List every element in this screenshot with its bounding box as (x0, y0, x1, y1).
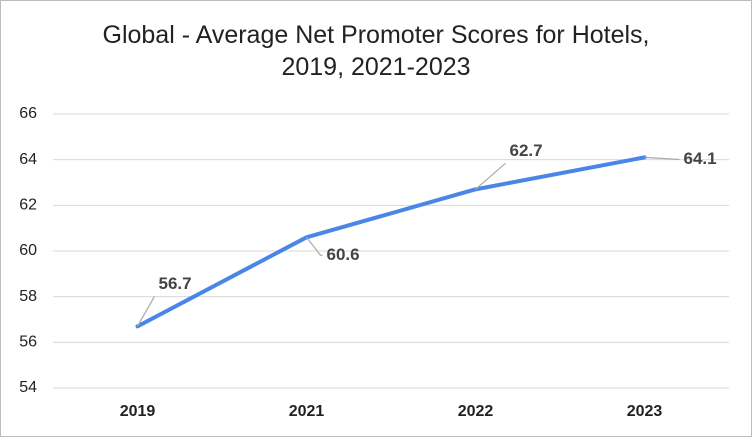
y-tick-label: 60 (19, 242, 37, 259)
y-tick-label: 62 (19, 197, 37, 214)
line-series (135, 155, 647, 329)
leader-line (306, 236, 323, 256)
chart-title: Global - Average Net Promoter Scores for… (102, 21, 650, 81)
y-tick-label: 66 (19, 105, 37, 122)
leader-line (644, 156, 680, 160)
x-tick-label: 2023 (627, 403, 663, 420)
x-tick-label: 2021 (289, 403, 325, 420)
x-tick-label: 2019 (120, 403, 156, 420)
data-label: 64.1 (684, 149, 717, 168)
leader-line (475, 162, 506, 190)
data-label: 62.7 (510, 141, 543, 160)
data-label: 56.7 (159, 274, 192, 293)
y-tick-label: 54 (19, 379, 37, 396)
y-tick-label: 58 (19, 288, 37, 305)
y-tick-label: 56 (19, 334, 37, 351)
y-tick-label: 64 (19, 151, 37, 168)
x-tick-label: 2022 (458, 403, 494, 420)
data-label: 60.6 (327, 245, 360, 264)
leader-line (136, 296, 156, 327)
